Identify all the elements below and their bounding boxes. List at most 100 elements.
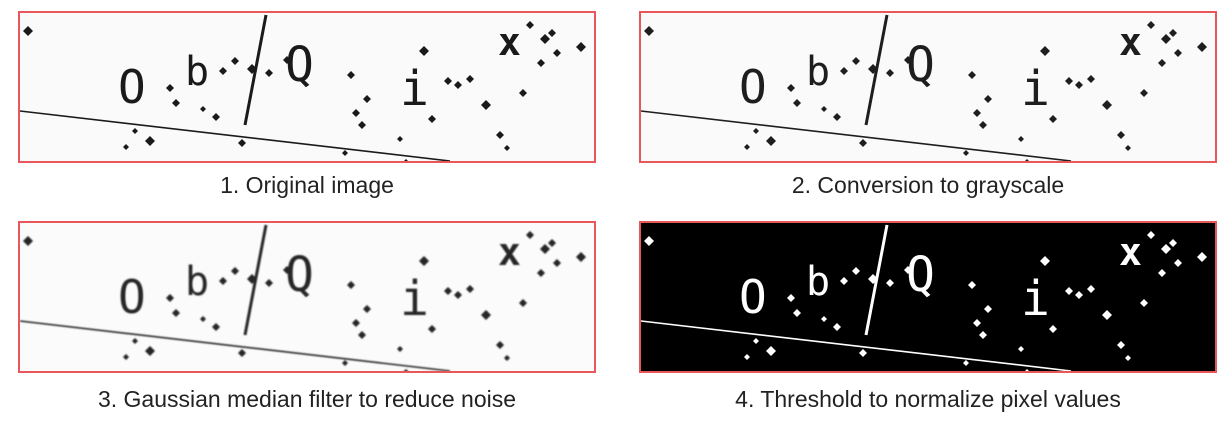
captcha-noise-dot: [428, 115, 436, 123]
captcha-noise-dot: [904, 56, 912, 64]
captcha-noise-dot: [172, 99, 180, 107]
captcha-noise-dot: [466, 285, 474, 293]
captcha-noise-dot: [1087, 285, 1095, 293]
captcha-char-x: x: [498, 20, 521, 64]
captcha-noise-dot: [1158, 59, 1166, 67]
captcha-noise-dot: [1161, 244, 1171, 254]
captcha-noise-dot: [454, 81, 462, 89]
captcha-noise-dot: [283, 266, 291, 274]
captcha-noise-dot: [397, 136, 403, 142]
captcha-noise-dot: [1025, 159, 1029, 161]
captcha-noise-dot: [172, 309, 180, 317]
captcha-noise-dot: [519, 89, 527, 97]
captcha-noise-dot: [840, 67, 848, 75]
captcha-noise-dot: [886, 69, 894, 77]
captcha-noise-dot: [238, 349, 246, 357]
captcha-noise-dot: [793, 99, 801, 107]
captcha-noise-dot: [504, 355, 510, 361]
captcha-noise-dot: [419, 46, 429, 56]
captcha-noise-dot: [1117, 341, 1125, 349]
captcha-noise-dot: [132, 128, 138, 134]
captcha-noise-dot: [265, 279, 273, 287]
captcha-noise-dot: [466, 75, 474, 83]
captcha-noise-dot: [481, 100, 491, 110]
captcha-noise-dot: [868, 274, 878, 284]
captcha-noise-dot: [1065, 77, 1073, 85]
captcha-noise-dot: [1140, 299, 1148, 307]
captcha-noise-dot: [1117, 131, 1125, 139]
filtered-image-caption: 3. Gaussian median filter to reduce nois…: [97, 386, 517, 412]
captcha-noise-dot: [1018, 136, 1024, 142]
captcha-noise-dot: [132, 338, 138, 344]
captcha-char-x: x: [498, 230, 521, 274]
captcha-char-q: Q: [285, 37, 314, 93]
captcha-noise-dot: [23, 236, 33, 246]
captcha-noise-dot: [1040, 46, 1050, 56]
captcha-noise-dot: [1158, 269, 1166, 277]
captcha-noise-dot: [283, 56, 291, 64]
captcha-noise-dot: [352, 109, 360, 117]
captcha-noise-dot: [1147, 21, 1155, 29]
captcha-noise-dot: [1040, 256, 1050, 266]
captcha-noise-dot: [1169, 239, 1177, 247]
captcha-noise-dot: [753, 128, 759, 134]
captcha-noise-dot: [840, 277, 848, 285]
captcha-noise-dot: [1197, 252, 1207, 262]
captcha-char-i: i: [400, 271, 429, 327]
captcha-noise-dot: [1169, 29, 1177, 37]
captcha-noise-dot: [238, 139, 246, 147]
captcha-char-o: O: [739, 270, 767, 324]
captcha-noise-dot: [886, 279, 894, 287]
captcha-noise-dot: [1025, 369, 1029, 371]
captcha-char-q: Q: [285, 247, 314, 303]
captcha-noise-dot: [859, 139, 867, 147]
captcha-noise-dot: [1102, 100, 1112, 110]
captcha-noise-dot: [363, 95, 371, 103]
captcha-char-i: i: [400, 61, 429, 117]
captcha-noise-dot: [504, 145, 510, 151]
captcha-noise-dot: [1125, 145, 1131, 151]
captcha-noise-dot: [342, 360, 348, 366]
captcha-noise-dot: [231, 57, 239, 65]
captcha-char-i: i: [1021, 271, 1050, 327]
captcha-noise-dot: [212, 113, 220, 121]
captcha-noise-dot: [1102, 310, 1112, 320]
captcha-noise-dot: [766, 346, 776, 356]
captcha-noise-dot: [973, 319, 981, 327]
captcha-noise-dot: [428, 325, 436, 333]
captcha-noise-dot: [852, 57, 860, 65]
captcha-noise-dot: [984, 95, 992, 103]
captcha-noise-dot: [1087, 75, 1095, 83]
captcha-noise-dot: [963, 150, 969, 156]
captcha-noise-dot: [519, 299, 527, 307]
captcha-noise-dot: [347, 281, 355, 289]
captcha-char-b: b: [806, 49, 830, 95]
captcha-noise-dot: [526, 21, 534, 29]
captcha-noise-dot: [265, 69, 273, 77]
captcha-char-q: Q: [906, 247, 935, 303]
captcha-char-x: x: [1119, 230, 1142, 274]
captcha-char-o: O: [118, 60, 146, 114]
captcha-noise-line: [20, 110, 451, 161]
captcha-noise-dot: [973, 109, 981, 117]
captcha-char-q: Q: [906, 37, 935, 93]
captcha-char-x: x: [1119, 20, 1142, 64]
captcha-noise-dot: [553, 49, 561, 57]
captcha-noise-dot: [968, 281, 976, 289]
captcha-noise-dot: [526, 231, 534, 239]
captcha-noise-dot: [576, 252, 586, 262]
captcha-noise-dot: [553, 259, 561, 267]
captcha-noise-dot: [358, 121, 366, 129]
captcha-noise-dot: [1049, 115, 1057, 123]
captcha-noise-dot: [23, 26, 33, 36]
captcha-noise-dot: [852, 267, 860, 275]
captcha-noise-dot: [537, 269, 545, 277]
captcha-char-b: b: [806, 259, 830, 305]
captcha-char-o: O: [739, 60, 767, 114]
